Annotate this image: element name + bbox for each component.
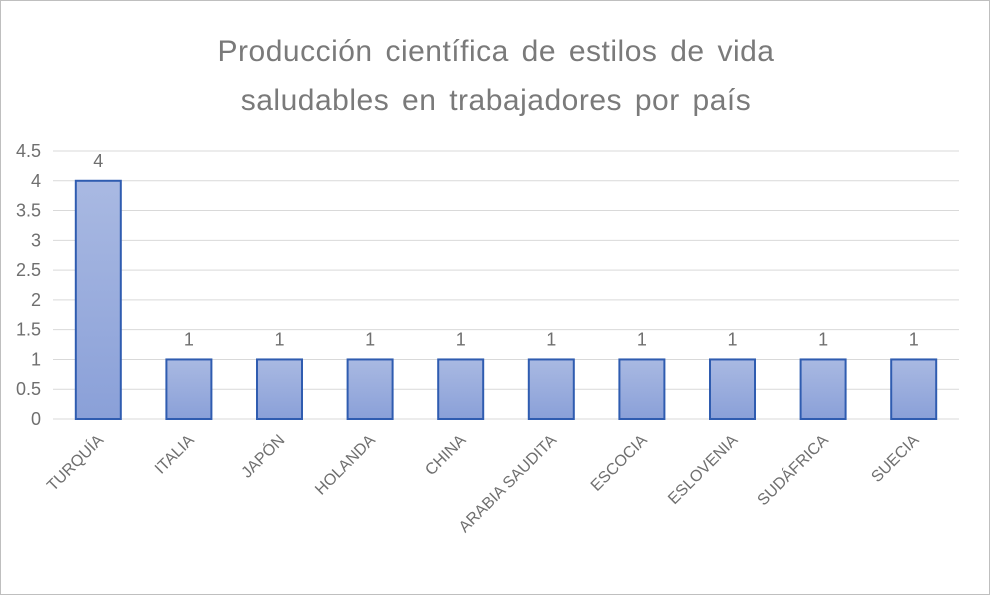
bar	[437, 358, 485, 421]
bar	[165, 358, 213, 421]
y-tick-label: 3.5	[16, 201, 41, 221]
x-category-label: ESCOCIA	[588, 432, 651, 495]
bar	[256, 358, 303, 421]
x-category-label: SUECIA	[868, 432, 922, 486]
chart-title-line-2: saludables en trabajadores por país	[240, 84, 752, 117]
bar	[890, 358, 938, 421]
chart-title: Producción científica de estilos de vida…	[96, 27, 896, 125]
x-category-label: SUDÁFRICA	[753, 430, 832, 509]
bar	[346, 358, 394, 421]
y-tick-label: 3	[31, 230, 41, 250]
x-category-label: HOLANDA	[312, 432, 379, 499]
y-tick-label: 1.5	[16, 320, 41, 340]
data-label: 1	[184, 329, 194, 349]
chart-title-line-1: Producción científica de estilos de vida	[217, 35, 775, 68]
y-tick-label: 4.5	[16, 141, 41, 161]
bar	[527, 358, 575, 421]
y-tick-label: 2	[31, 290, 41, 310]
data-label: 1	[274, 329, 284, 349]
y-tick-label: 1	[31, 349, 41, 369]
bar	[709, 358, 756, 421]
bar	[618, 358, 666, 421]
x-category-label: JAPÓN	[237, 430, 288, 481]
gridlines	[53, 150, 959, 420]
x-category-label: ESLOVENIA	[665, 432, 741, 508]
bar	[799, 358, 847, 421]
data-label: 4	[93, 151, 103, 171]
y-tick-label: 0.5	[16, 379, 41, 399]
bar	[74, 179, 122, 420]
data-label: 1	[365, 329, 375, 349]
x-category-label: CHINA	[422, 432, 469, 479]
data-label: 1	[456, 329, 466, 349]
y-tick-label: 4	[31, 171, 41, 191]
data-label: 1	[637, 329, 647, 349]
data-label: 1	[909, 329, 919, 349]
x-category-label: ARABIA SAUDITA	[456, 432, 560, 536]
data-label: 1	[727, 329, 737, 349]
y-axis-tick-labels: 0 0.5 1 1.5 2 2.5 3 3.5 4 4.5	[16, 141, 41, 429]
x-category-label: ITALIA	[152, 432, 198, 478]
data-label: 1	[546, 329, 556, 349]
bars	[74, 179, 938, 421]
data-label: 1	[818, 329, 828, 349]
y-tick-label: 2.5	[16, 260, 41, 280]
x-category-label: TURQUÍA	[43, 430, 108, 495]
y-tick-label: 0	[31, 409, 41, 429]
data-labels: 4 1 1 1 1 1 1 1 1 1	[93, 151, 918, 350]
